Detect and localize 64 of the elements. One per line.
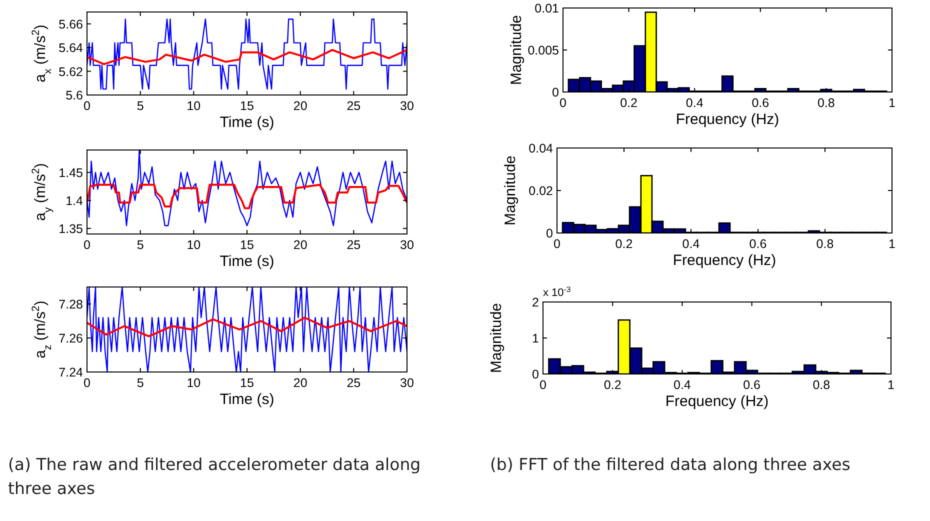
x-tick-label: 10 [186, 238, 201, 252]
x-tick-label: 5 [136, 376, 144, 390]
x-tick-label: 5 [136, 238, 144, 252]
x-tick-label: 0.6 [752, 96, 770, 110]
x-tick-label: 0.8 [818, 96, 835, 110]
x-tick-label: 30 [400, 99, 414, 113]
x-axis-title: Frequency (Hz) [665, 393, 769, 410]
x-tick-label: 0.2 [615, 237, 633, 251]
x-tick-label: 0.4 [674, 378, 691, 392]
x-tick-label: 5 [136, 99, 144, 113]
x-tick-label: 0.6 [743, 378, 761, 392]
y-axis-title: Magnitude [508, 14, 525, 86]
y-tick-label: 1.4 [66, 194, 84, 208]
x-tick-label: 15 [240, 376, 254, 390]
text: (b) FFT of the filtered data along three axes [490, 454, 852, 476]
text: x 10$^{-3}$ [543, 284, 571, 299]
y-tick-label: 5.6 [66, 88, 84, 102]
x-tick-label: 1 [888, 96, 896, 110]
x-tick-label: 0.4 [682, 237, 700, 251]
y-tick-label: 1.35 [58, 222, 84, 236]
x-axis-title: Time (s) [220, 391, 274, 408]
x-tick-label: 1 [888, 237, 896, 251]
y-tick-label: 0.005 [528, 44, 560, 58]
y-tick-label: 2 [532, 296, 540, 310]
y-tick-label: 0.02 [528, 184, 554, 198]
y-axis-title: Magnitude [502, 155, 519, 226]
y-tick-label: 5.62 [58, 64, 84, 79]
x-tick-label: 25 [346, 238, 361, 252]
y-tick-label: 0 [532, 368, 540, 382]
x-tick-label: 0.8 [812, 378, 830, 392]
x-axis-title: Time (s) [220, 114, 274, 131]
x-tick-label: 0.8 [816, 237, 834, 251]
x-tick-label: 0.2 [604, 378, 622, 392]
x-tick-label: 10 [186, 376, 201, 390]
x-tick-label: 0.2 [620, 96, 638, 110]
y-tick-label: 1 [532, 332, 540, 346]
x-axis-title: Frequency (Hz) [672, 252, 776, 269]
x-tick-label: 15 [240, 99, 254, 113]
x-tick-label: 30 [400, 376, 414, 390]
x-tick-label: 25 [346, 376, 361, 390]
x-tick-label: 1 [888, 378, 895, 392]
y-tick-label: 0.01 [534, 2, 560, 16]
y-tick-label: 0 [546, 226, 554, 240]
x-tick-label: 20 [293, 376, 308, 390]
x-tick-label: 10 [186, 99, 201, 113]
x-tick-label: 25 [346, 99, 361, 113]
x-tick-label: 0.4 [686, 96, 704, 110]
y-tick-label: 7.28 [58, 298, 84, 312]
y-tick-label: 1.45 [58, 166, 84, 180]
x-tick-label: 20 [293, 99, 308, 113]
y-tick-label: 7.26 [58, 332, 84, 346]
x-tick-label: 30 [400, 238, 414, 252]
text: (a) The raw and filtered accelerometer data along three axes [8, 454, 422, 500]
x-tick-label: 0.6 [749, 237, 767, 251]
x-tick-label: 15 [240, 238, 254, 252]
x-tick-label: 20 [293, 238, 308, 252]
x-axis-title: Frequency (Hz) [676, 111, 780, 128]
y-tick-label: 5.64 [58, 41, 84, 56]
y-tick-label: 7.24 [58, 366, 84, 380]
y-tick-label: 5.66 [58, 17, 84, 32]
x-axis-title: Time (s) [220, 253, 274, 270]
y-tick-label: 0 [552, 86, 560, 100]
y-tick-label: 0.04 [528, 142, 554, 156]
y-axis-title: Magnitude [488, 302, 505, 374]
